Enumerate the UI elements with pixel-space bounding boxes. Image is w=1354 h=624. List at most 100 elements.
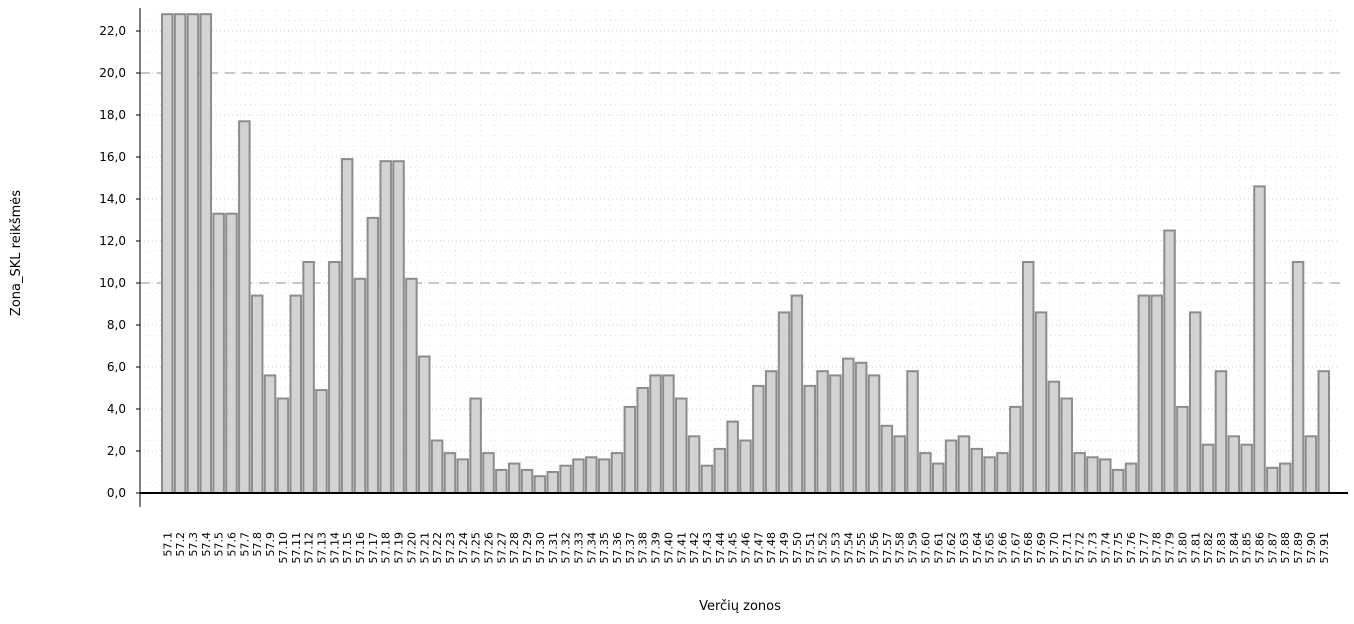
y-tick-labels: 0,0 2,0 4,0 6,0 8,0 10,0 12,0 14,0 16,0 18,0 20,0 2… [99, 24, 126, 500]
x-tick-label: 57.9 [264, 532, 277, 557]
bar [1317, 370, 1330, 495]
bar [1047, 380, 1061, 495]
x-tick-label: 57.27 [495, 532, 508, 564]
bar [700, 464, 714, 495]
bar [1240, 443, 1253, 495]
bar [739, 439, 752, 494]
x-tick-label: 57.6 [226, 532, 239, 557]
bar [816, 370, 829, 495]
bar [315, 389, 328, 495]
x-tick-label: 57.40 [662, 532, 675, 564]
x-tick-label: 57.11 [290, 532, 303, 564]
bar [867, 374, 881, 494]
x-tick-label: 57.28 [508, 532, 521, 564]
x-tick-label: 57.51 [804, 532, 817, 564]
x-tick-label: 57.1 [161, 532, 174, 557]
bar [443, 452, 457, 495]
x-tick-label: 57.13 [315, 532, 328, 564]
bar [1073, 452, 1086, 495]
x-tick-label: 57.38 [637, 532, 650, 564]
bar [418, 355, 431, 494]
x-tick-label: 57.69 [1035, 532, 1048, 564]
x-tick-label: 57.78 [1151, 532, 1164, 564]
x-axis-title: Verčių zonos [699, 599, 781, 614]
x-tick-label: 57.83 [1215, 532, 1228, 564]
x-tick-label: 57.18 [380, 532, 393, 564]
bar [854, 361, 868, 494]
bar [932, 462, 945, 495]
x-tick-label: 57.86 [1254, 532, 1267, 564]
bar [1021, 261, 1035, 494]
bar [340, 158, 354, 494]
x-tick-label: 57.66 [997, 532, 1010, 564]
bar [957, 435, 971, 494]
y-tick-label: 14,0 [99, 192, 126, 206]
y-tick-label: 2,0 [107, 444, 126, 458]
bar [829, 374, 842, 494]
bar [1086, 456, 1099, 494]
x-tick-label: 57.39 [650, 532, 663, 564]
x-tick-label: 57.10 [277, 532, 290, 564]
y-tick-label: 16,0 [99, 150, 126, 164]
x-tick-label: 57.60 [919, 532, 932, 564]
x-tick-label: 57.48 [765, 532, 778, 564]
y-tick-label: 4,0 [107, 402, 126, 416]
x-tick-label: 57.62 [945, 532, 958, 564]
bar [1214, 370, 1228, 495]
bar [1099, 458, 1112, 494]
bar [1278, 462, 1292, 495]
bar [225, 212, 238, 494]
x-tick-label: 57.16 [354, 532, 367, 564]
bar [482, 452, 495, 495]
bar [392, 160, 405, 494]
bar [1060, 397, 1073, 494]
bar [662, 374, 675, 494]
bar [276, 397, 290, 494]
x-tick-label: 57.32 [560, 532, 573, 564]
x-tick-label: 57.30 [534, 532, 547, 564]
x-tick-label: 57.76 [1125, 532, 1138, 564]
bar [713, 447, 727, 494]
bar [996, 452, 1009, 495]
x-tick-label: 57.25 [470, 532, 483, 564]
bar [405, 277, 418, 494]
x-tick-label: 57.58 [894, 532, 907, 564]
bar [186, 13, 200, 494]
x-tick-label: 57.43 [701, 532, 714, 564]
x-tick-label: 57.44 [714, 532, 727, 564]
x-tick-label: 57.70 [1048, 532, 1061, 564]
x-tick-label: 57.67 [1009, 532, 1022, 564]
bar [1034, 311, 1048, 494]
y-tick-label: 12,0 [99, 234, 126, 248]
bar [1163, 229, 1176, 494]
bar [1227, 435, 1241, 494]
bar [636, 387, 649, 494]
x-tick-label: 57.17 [367, 532, 380, 564]
bar [585, 456, 598, 494]
bar [430, 439, 444, 494]
x-tick-label: 57.26 [483, 532, 496, 564]
x-tick-label: 57.74 [1099, 532, 1112, 564]
bar [1176, 405, 1189, 494]
x-tick-label: 57.36 [611, 532, 624, 564]
y-tick-label: 6,0 [107, 360, 126, 374]
x-tick-label: 57.91 [1318, 532, 1331, 564]
x-tick-label: 57.63 [958, 532, 971, 564]
x-tick-label: 57.73 [1086, 532, 1099, 564]
x-tick-label: 57.34 [585, 532, 598, 564]
bar [803, 384, 816, 494]
bar [675, 397, 688, 494]
y-tick-label: 0,0 [107, 486, 126, 500]
x-tick-label: 57.7 [238, 532, 251, 557]
bar [559, 464, 572, 495]
bar [597, 458, 611, 494]
x-tick-label: 57.5 [213, 532, 226, 557]
x-tick-label: 57.53 [829, 532, 842, 564]
bar [1253, 185, 1266, 494]
x-tick-label: 57.50 [791, 532, 804, 564]
bar [546, 471, 559, 494]
axes-layer [136, 8, 1348, 507]
x-tick-label: 57.84 [1228, 532, 1241, 564]
x-tick-label: 57.90 [1305, 532, 1318, 564]
